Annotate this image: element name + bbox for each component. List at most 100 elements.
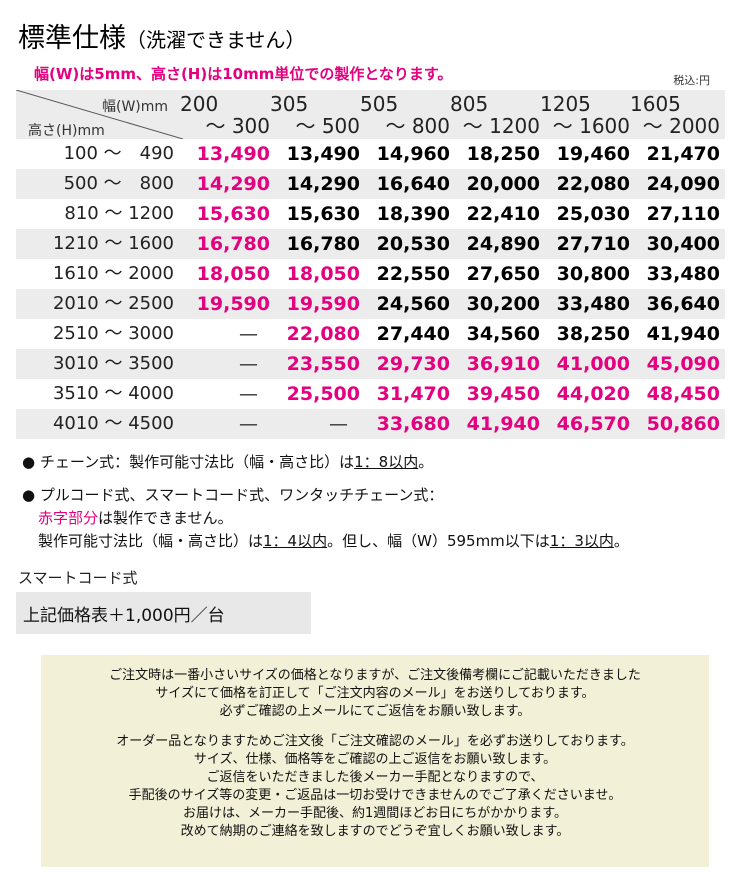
price-cell: — <box>239 353 258 375</box>
table-row: 2510 ～ 3000 — 22,080 27,440 34,560 38,250 41,9… <box>16 319 725 349</box>
price-cell: 18,050 <box>286 263 360 285</box>
price-cell: 45,090 <box>646 353 720 375</box>
pull-ratio-note: 製作可能寸法比（幅・高さ比）は1：4以内。但し、幅（W）595mm以下は1：3以… <box>38 532 629 550</box>
row-height-range: 1610 ～ 2000 <box>52 263 174 284</box>
price-cell: 18,390 <box>376 203 450 225</box>
column-to: ～ 1200 <box>462 114 540 138</box>
smart-cord-price: 上記価格表＋1,000円／台 <box>23 606 225 626</box>
price-cell: 19,590 <box>196 293 270 315</box>
price-cell: 30,200 <box>466 293 540 315</box>
price-cell: 22,410 <box>466 203 540 225</box>
price-cell: — <box>239 383 258 405</box>
price-cell: 38,250 <box>556 323 630 345</box>
price-cell: 13,490 <box>286 143 360 165</box>
chain-note: ● チェーン式：製作可能寸法比（幅・高さ比）は1：8以内。 <box>22 453 434 471</box>
notice-line: お届けは、メーカー手配後、約1週間ほどお日にちがかかります。 <box>183 806 567 821</box>
price-cell: 14,290 <box>196 173 270 195</box>
table-row: 3010 ～ 3500 — 23,550 29,730 36,910 41,000 45,0… <box>16 349 725 379</box>
tax-note: 税込:円 <box>673 74 710 87</box>
title-main: 標準仕様 <box>18 23 126 54</box>
table-row: 1210 ～ 1600 16,780 16,780 20,530 24,890 27,71… <box>16 229 725 259</box>
pull-note: ● プルコード式、スマートコード式、ワンタッチチェーン式： <box>22 486 444 504</box>
price-cell: 16,640 <box>376 173 450 195</box>
price-cell: 41,940 <box>466 413 540 435</box>
price-cell: 27,650 <box>466 263 540 285</box>
notice-line: 改めて納期のご連絡を致しますのでどうぞ宜しくお願い致します。 <box>180 824 570 839</box>
price-cell: 20,000 <box>466 173 540 195</box>
table-row: 1610 ～ 2000 18,050 18,050 22,550 27,650 30,80… <box>16 259 725 289</box>
column-header: 1205 ～ 1600 <box>540 93 630 137</box>
table-row: 810 ～ 1200 15,630 15,630 18,390 22,410 25,030… <box>16 199 725 229</box>
price-cell: 48,450 <box>646 383 720 405</box>
price-cell: 29,730 <box>376 353 450 375</box>
notice-line: サイズにて価格を訂正して「ご注文内容のメール」をお送りしております。 <box>155 686 595 701</box>
column-from: 1205 <box>540 92 591 116</box>
price-cell: 16,780 <box>196 233 270 255</box>
row-height-range: 3010 ～ 3500 <box>52 353 174 374</box>
column-to: ～ 300 <box>205 114 270 138</box>
row-height-range: 2510 ～ 3000 <box>52 323 174 344</box>
table-row: 100 ～ 490 13,490 13,490 14,960 18,250 19,460 2… <box>16 139 725 169</box>
price-cell: 25,500 <box>286 383 360 405</box>
price-cell: 18,050 <box>196 263 270 285</box>
price-cell: 18,250 <box>466 143 540 165</box>
price-cell: 33,680 <box>376 413 450 435</box>
price-cell: 27,710 <box>556 233 630 255</box>
notice-line: サイズ、仕様、価格等をご確認の上ご返信をお願い致します。 <box>193 752 557 767</box>
price-cell: 21,470 <box>646 143 720 165</box>
column-header: 505 ～ 800 <box>360 93 450 137</box>
price-cell: 13,490 <box>196 143 270 165</box>
table-row: 500 ～ 800 14,290 14,290 16,640 20,000 22,080 2… <box>16 169 725 199</box>
smart-cord-price-box: 上記価格表＋1,000円／台 <box>16 592 311 634</box>
column-header: 305 ～ 500 <box>270 93 360 137</box>
price-cell: 33,480 <box>646 263 720 285</box>
price-cell: 15,630 <box>286 203 360 225</box>
price-cell: 16,780 <box>286 233 360 255</box>
title-sub: （洗濯できません） <box>126 28 306 52</box>
price-cell: 22,550 <box>376 263 450 285</box>
table-row: 3510 ～ 4000 — 25,500 31,470 39,450 44,020 48,4… <box>16 379 725 409</box>
smart-cord-title: スマートコード式 <box>18 569 138 587</box>
price-cell: — <box>239 323 258 345</box>
price-cell: 27,110 <box>646 203 720 225</box>
price-cell: 23,550 <box>286 353 360 375</box>
red-part-label: 赤字部分 <box>38 509 99 527</box>
price-cell: 41,000 <box>556 353 630 375</box>
price-cell: 22,080 <box>286 323 360 345</box>
width-header: 幅(W)mm <box>102 99 169 115</box>
price-cell: — <box>329 413 348 435</box>
price-cell: 30,400 <box>646 233 720 255</box>
price-cell: 19,590 <box>286 293 360 315</box>
column-from: 200 <box>180 92 219 116</box>
price-cell: 14,290 <box>286 173 360 195</box>
price-cell: 30,800 <box>556 263 630 285</box>
price-cell: 44,020 <box>556 383 630 405</box>
table-header: 幅(W)mm 高さ(H)mm 200 ～ 300 305 ～ 500 505 ～ 800 8… <box>16 90 725 139</box>
price-cell: 22,080 <box>556 173 630 195</box>
table-row: 2010 ～ 2500 19,590 19,590 24,560 30,200 33,48… <box>16 289 725 319</box>
price-table: 幅(W)mm 高さ(H)mm 200 ～ 300 305 ～ 500 505 ～ 800 8… <box>16 90 725 439</box>
price-cell: 36,910 <box>466 353 540 375</box>
price-cell: 39,450 <box>466 383 540 405</box>
price-cell: 27,440 <box>376 323 450 345</box>
price-cell: 14,960 <box>376 143 450 165</box>
red-part-note: 赤字部分は製作できません。 <box>38 509 233 527</box>
price-cell: 24,090 <box>646 173 720 195</box>
chain-ratio: 1：8以内 <box>354 453 419 471</box>
row-height-range: 3510 ～ 4000 <box>52 383 174 404</box>
column-header: 1605 ～ 2000 <box>630 93 720 137</box>
price-cell: 20,530 <box>376 233 450 255</box>
column-from: 505 <box>360 92 399 116</box>
column-from: 305 <box>270 92 309 116</box>
price-cell: 24,560 <box>376 293 450 315</box>
price-cell: 24,890 <box>466 233 540 255</box>
price-cell: 33,480 <box>556 293 630 315</box>
row-height-range: 2010 ～ 2500 <box>52 293 174 314</box>
row-height-range: 1210 ～ 1600 <box>52 233 174 254</box>
notice-line: 必ずご確認の上メールにてご返信をお願い致します。 <box>219 704 531 719</box>
column-header: 200 ～ 300 <box>180 93 270 137</box>
header-diagonal <box>16 90 183 139</box>
notice-line: オーダー品となりますためご注文後「ご注文確認のメール」を必ずお送りしております。 <box>116 734 634 749</box>
price-cell: 34,560 <box>466 323 540 345</box>
column-to: ～ 2000 <box>642 114 720 138</box>
